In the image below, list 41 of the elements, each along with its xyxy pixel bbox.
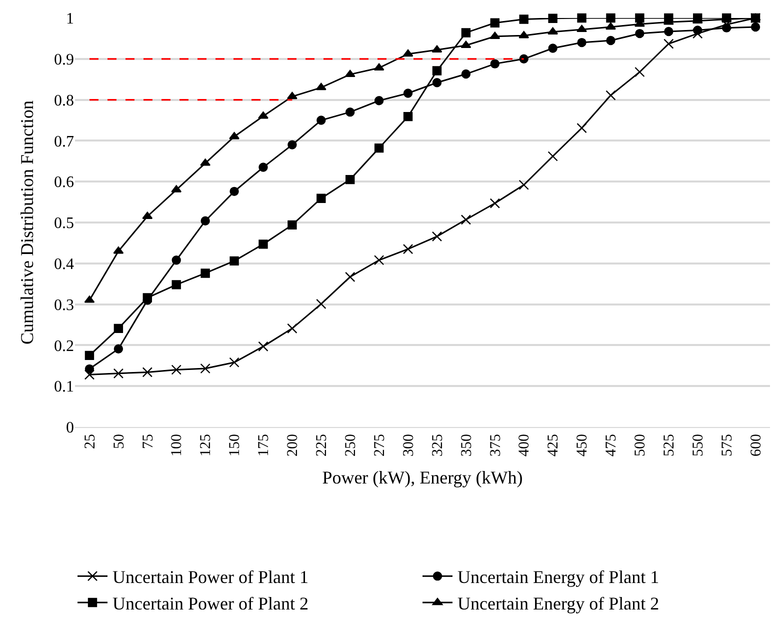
legend-label: Uncertain Power of Plant 1	[112, 567, 308, 588]
x-tick-label: 275	[372, 434, 388, 456]
x-tick-label: 475	[604, 434, 620, 456]
y-tick-label: 1	[66, 10, 74, 28]
x-tick-label: 425	[546, 434, 562, 456]
x-tick-label: 375	[488, 434, 504, 456]
x-tick-label: 350	[458, 434, 475, 456]
x-tick-label: 100	[169, 434, 186, 456]
x-tick-label: 575	[719, 434, 736, 456]
y-tick-label: 0.5	[54, 215, 74, 232]
x-tick-label: 250	[342, 434, 359, 456]
x-tick-label: 75	[140, 434, 156, 449]
y-tick-label: 0.3	[54, 296, 74, 314]
x-tick-label: 200	[285, 434, 302, 456]
y-tick-label: 0.7	[54, 133, 74, 150]
x-tick-label: 50	[111, 434, 128, 449]
y-tick-label: 0.6	[54, 174, 74, 192]
x-tick-label: 500	[632, 434, 649, 456]
legend-label: Uncertain Energy of Plant 1	[458, 567, 660, 588]
y-tick-label: 0.1	[54, 378, 74, 396]
x-tick-label: 125	[198, 434, 214, 456]
legend-label: Uncertain Power of Plant 2	[112, 594, 308, 614]
y-tick-label: 0.4	[54, 256, 74, 273]
x-tick-label: 400	[516, 434, 533, 456]
x-tick-label: 150	[227, 434, 244, 456]
y-tick-label: 0.9	[54, 52, 74, 68]
x-tick-label: 450	[574, 434, 591, 456]
x-tick-label: 175	[256, 434, 272, 456]
y-tick-label: 0.8	[54, 92, 74, 110]
x-tick-label: 25	[82, 434, 98, 449]
x-axis-title: Power (kW), Energy (kWh)	[322, 468, 523, 488]
y-axis-title: Cumulative Distribution Function	[17, 100, 38, 344]
x-tick-label: 525	[662, 434, 678, 456]
y-tick-label: 0	[66, 420, 74, 437]
legend-label: Uncertain Energy of Plant 2	[458, 594, 660, 614]
x-tick-label: 225	[314, 434, 330, 456]
x-tick-label: 325	[430, 434, 446, 456]
x-tick-label: 550	[690, 434, 706, 456]
y-tick-label: 0.2	[54, 338, 74, 355]
x-tick-label: 600	[748, 434, 764, 456]
x-tick-label: 300	[400, 434, 417, 456]
